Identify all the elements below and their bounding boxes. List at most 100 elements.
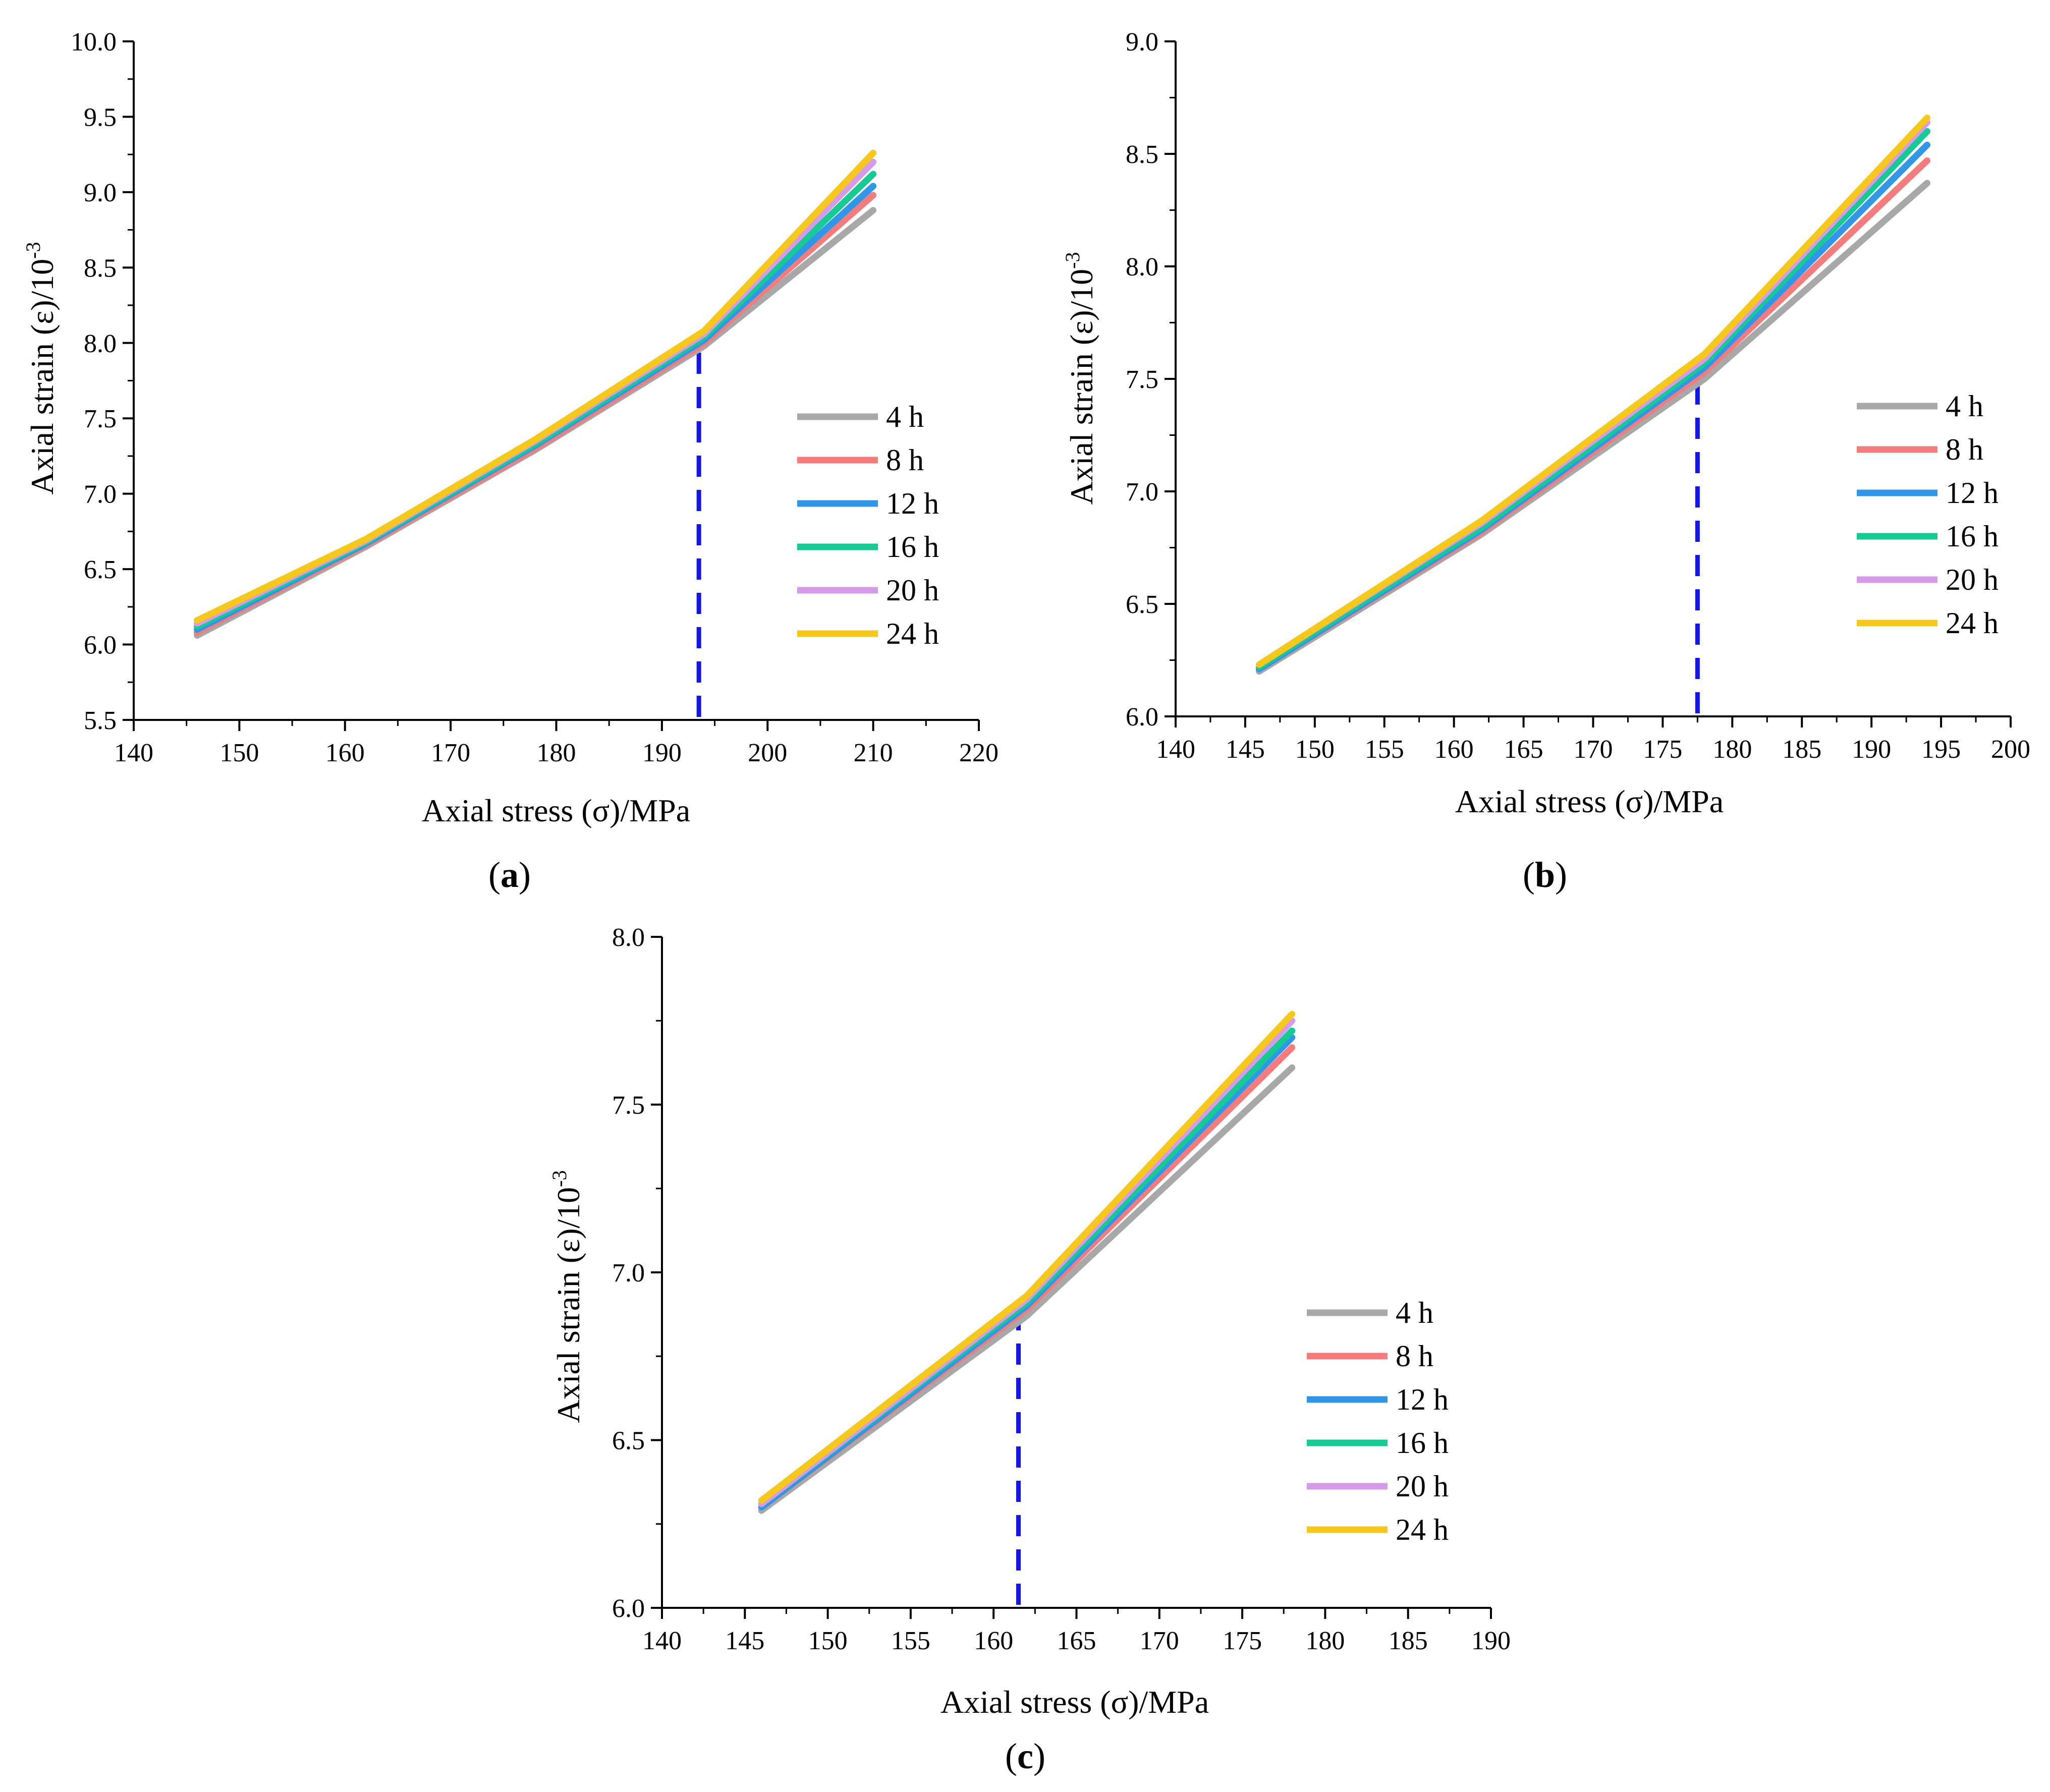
x-tick-label: 190 xyxy=(1471,1627,1511,1655)
legend-label: 20 h xyxy=(1946,563,1999,596)
x-tick-label: 160 xyxy=(325,739,365,767)
y-axis-title-b: Axial strain (ε)/10-3 xyxy=(1061,252,1099,505)
y-tick-label: 9.0 xyxy=(84,179,117,207)
x-tick-label: 190 xyxy=(642,739,682,767)
series-group-c xyxy=(758,1011,1296,1514)
y-axis-title-main-a: Axial strain (ε)/10 xyxy=(24,259,60,495)
legend-label: 12 h xyxy=(1396,1383,1449,1416)
y-axis-title-a: Axial strain (ε)/10-3 xyxy=(22,242,60,495)
x-tick-label: 165 xyxy=(1057,1627,1096,1655)
y-axis-title-exp-b: -3 xyxy=(1061,252,1084,269)
series-line-16h xyxy=(1256,128,1930,670)
y-axis-title-exp-a: -3 xyxy=(22,242,44,259)
x-axis-title-c: Axial stress (σ)/MPa xyxy=(940,1684,1209,1720)
series-line-24h xyxy=(194,149,877,624)
series-group-a xyxy=(194,149,877,639)
legend-label: 24 h xyxy=(1946,606,1999,640)
y-tick-label: 5.5 xyxy=(84,706,117,735)
x-tick-label: 150 xyxy=(1295,735,1335,764)
y-tick-label: 10.0 xyxy=(71,28,117,57)
series-line-16h xyxy=(194,171,877,630)
x-tick-label: 145 xyxy=(1226,735,1265,764)
axis-ticks-b: 140 145 150 155 160 165 170 175 180 185 190 195 200 6… xyxy=(1126,28,2030,764)
x-tick-label: 160 xyxy=(974,1627,1013,1655)
panel-letter-a: a xyxy=(501,855,519,895)
legend-label: 4 h xyxy=(1396,1296,1433,1329)
x-tick-label: 145 xyxy=(725,1627,764,1655)
x-tick-label: 180 xyxy=(537,739,576,767)
x-tick-label: 195 xyxy=(1921,735,1961,764)
y-tick-label: 6.0 xyxy=(1126,703,1158,732)
y-tick-label: 7.0 xyxy=(612,1259,645,1287)
x-tick-label: 155 xyxy=(891,1627,930,1655)
legend-c: 4 h 8 h 12 h 16 h 20 h 24 h xyxy=(1307,1296,1449,1546)
x-tick-label: 185 xyxy=(1782,735,1821,764)
axis-ticks-c: 140 145 150 155 160 165 170 175 180 185 190 6.0 6.5 7… xyxy=(612,923,1511,1655)
x-axis-title-b: Axial stress (σ)/MPa xyxy=(1455,783,1724,819)
x-tick-label: 210 xyxy=(854,739,893,767)
x-tick-label: 140 xyxy=(1156,735,1195,764)
x-tick-label: 200 xyxy=(1991,735,2030,764)
x-tick-label: 180 xyxy=(1305,1627,1345,1655)
x-tick-label: 175 xyxy=(1223,1627,1262,1655)
y-axis-title-exp-c: -3 xyxy=(548,1170,571,1187)
y-tick-label: 8.5 xyxy=(1126,140,1158,169)
series-line-20h xyxy=(758,1017,1296,1507)
legend-label: 4 h xyxy=(886,400,924,433)
legend-label: 16 h xyxy=(1396,1426,1449,1460)
x-tick-label: 165 xyxy=(1504,735,1543,764)
x-tick-label: 175 xyxy=(1643,735,1682,764)
y-tick-label: 8.0 xyxy=(612,923,645,952)
x-tick-label: 170 xyxy=(431,739,470,767)
y-tick-label: 6.0 xyxy=(84,631,117,660)
axis-ticks-a: 140 150 160 170 180 190 200 210 220 5.5 6.0 6.5 7.0 7… xyxy=(71,28,999,767)
chart-panel-b: 140 145 150 155 160 165 170 175 180 185 190 195 200 6… xyxy=(1061,28,2030,895)
series-line-12h xyxy=(194,183,877,633)
y-tick-label: 7.5 xyxy=(1126,365,1158,394)
legend-label: 4 h xyxy=(1946,389,1983,423)
series-line-24h xyxy=(1256,115,1930,668)
x-tick-label: 185 xyxy=(1389,1627,1428,1655)
series-line-20h xyxy=(194,158,877,627)
y-tick-label: 7.5 xyxy=(84,405,117,433)
y-axis-title-main-c: Axial strain (ε)/10 xyxy=(550,1187,586,1423)
series-group-b xyxy=(1256,115,1930,675)
legend-label: 8 h xyxy=(1946,433,1983,466)
panel-letter-b: b xyxy=(1535,855,1555,895)
y-tick-label: 9.0 xyxy=(1126,28,1158,57)
legend-label: 24 h xyxy=(886,617,939,650)
y-tick-label: 7.0 xyxy=(1126,478,1158,507)
x-tick-label: 160 xyxy=(1434,735,1474,764)
chart-panel-a: 140 150 160 170 180 190 200 210 220 5.5 6.0 6.5 7.0 7… xyxy=(22,28,999,895)
axes-b xyxy=(1175,41,2011,717)
x-tick-label: 150 xyxy=(219,739,259,767)
legend-label: 12 h xyxy=(1946,476,1999,510)
legend-label: 12 h xyxy=(886,487,939,520)
x-tick-label: 150 xyxy=(808,1627,848,1655)
y-tick-label: 7.5 xyxy=(612,1091,645,1120)
series-line-4h xyxy=(758,1064,1296,1514)
y-tick-label: 6.5 xyxy=(612,1427,645,1455)
x-tick-label: 140 xyxy=(114,739,153,767)
legend-label: 24 h xyxy=(1396,1513,1449,1546)
y-tick-label: 9.5 xyxy=(84,103,117,132)
x-tick-label: 180 xyxy=(1712,735,1752,764)
legend-label: 20 h xyxy=(886,574,939,607)
panel-label-a: (a) xyxy=(488,855,531,895)
x-tick-label: 170 xyxy=(1574,735,1613,764)
legend-label: 16 h xyxy=(1946,520,1999,553)
legend-a: 4 h 8 h 12 h 16 h 20 h 24 h xyxy=(797,400,939,650)
legend-label: 20 h xyxy=(1396,1470,1449,1503)
y-tick-label: 8.0 xyxy=(1126,253,1158,282)
y-axis-title-main-b: Axial strain (ε)/10 xyxy=(1064,269,1099,505)
legend-label: 16 h xyxy=(886,530,939,564)
y-tick-label: 8.5 xyxy=(84,254,117,283)
y-tick-label: 6.5 xyxy=(1126,590,1158,619)
x-axis-title-a: Axial stress (σ)/MPa xyxy=(422,793,690,828)
panel-letter-c: c xyxy=(1017,1736,1033,1776)
legend-label: 8 h xyxy=(1396,1339,1433,1373)
x-tick-label: 155 xyxy=(1365,735,1404,764)
series-line-20h xyxy=(1256,119,1930,668)
x-tick-label: 200 xyxy=(748,739,787,767)
